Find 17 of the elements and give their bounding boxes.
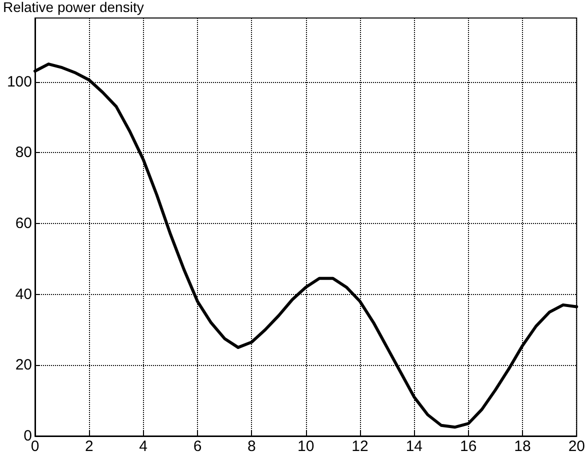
y-axis-title: Relative power density <box>3 0 144 15</box>
x-tick-label: 14 <box>406 438 423 455</box>
y-tick-label: 100 <box>6 73 32 90</box>
x-tick-label: 18 <box>514 438 531 455</box>
x-tick-label: 4 <box>139 438 148 455</box>
x-tick-label: 8 <box>247 438 256 455</box>
x-tick-label: 16 <box>460 438 477 455</box>
x-tick-label: 6 <box>193 438 202 455</box>
y-tick-label: 60 <box>15 214 32 232</box>
x-tick-label: 10 <box>297 438 314 455</box>
y-tick-label: 0 <box>24 428 32 444</box>
x-tick-label: 2 <box>84 438 94 455</box>
x-tick-label: 20 <box>568 438 585 455</box>
y-tick-label: 40 <box>15 286 32 303</box>
y-tick-label: 20 <box>15 356 32 374</box>
x-tick-label: 12 <box>352 438 368 455</box>
y-tick-label: 80 <box>15 144 32 162</box>
